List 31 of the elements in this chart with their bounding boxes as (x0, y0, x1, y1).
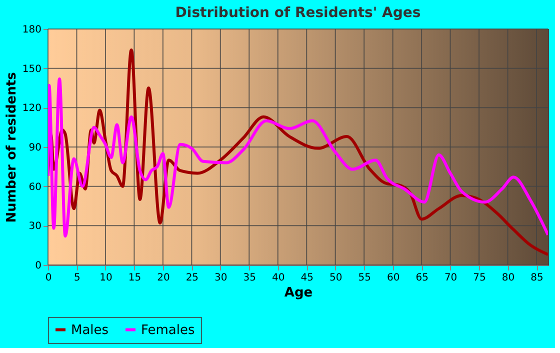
chart-title: Distribution of Residents' Ages (175, 5, 421, 21)
x-tick-label: 85 (530, 272, 544, 284)
x-tick-label: 15 (128, 272, 142, 284)
x-tick-label: 20 (157, 272, 170, 284)
y-tick-label: 180 (22, 24, 42, 36)
legend-label: Males (71, 322, 109, 338)
x-tick-label: 40 (272, 272, 285, 284)
x-tick-label: 5 (74, 272, 80, 284)
x-tick-label: 60 (386, 272, 400, 284)
x-tick-label: 30 (214, 272, 228, 284)
x-tick-label: 0 (45, 272, 52, 284)
y-tick-label: 30 (28, 221, 42, 232)
x-tick-label: 35 (243, 272, 256, 284)
y-tick-label: 120 (22, 103, 42, 114)
x-tick-label: 75 (473, 272, 486, 284)
x-tick-label: 10 (100, 272, 112, 284)
y-tick-label: 90 (28, 142, 42, 154)
x-tick-label: 65 (416, 272, 428, 284)
x-tick-label: 80 (502, 272, 515, 284)
x-tick-label: 45 (300, 272, 314, 284)
x-axis-title: Age (284, 286, 313, 300)
y-tick-label: 150 (22, 64, 42, 75)
legend-label: Females (141, 322, 196, 338)
y-tick-label: 60 (28, 182, 42, 193)
x-tick-label: 25 (186, 272, 199, 284)
x-tick-label: 70 (444, 272, 458, 284)
y-tick-label: 0 (35, 260, 42, 272)
x-tick-label: 55 (358, 272, 371, 284)
x-tick-label: 50 (329, 272, 342, 284)
line-series (48, 77, 548, 238)
y-axis-title: Number of residents (4, 72, 20, 223)
